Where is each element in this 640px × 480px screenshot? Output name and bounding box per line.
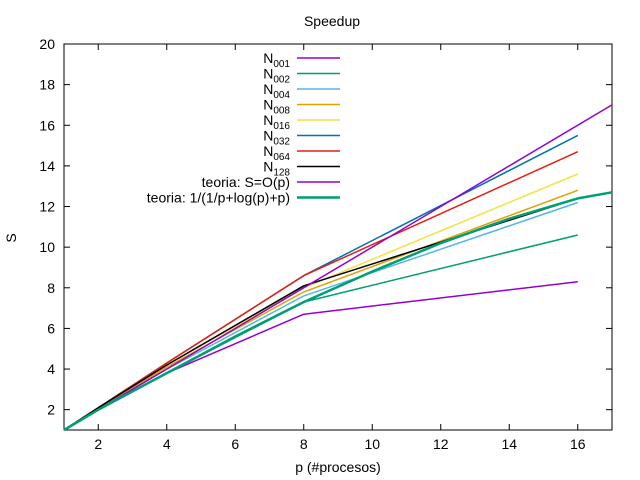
legend-label-3: N008: [263, 97, 290, 117]
y-tick-label: 6: [47, 320, 55, 336]
series-line-1: [63, 234, 578, 431]
series-line-0: [63, 280, 578, 431]
x-tick-label: 10: [364, 436, 380, 452]
legend-label-0: N001: [263, 50, 290, 70]
legend-label-2: N004: [263, 81, 290, 101]
legend-label-1: N002: [263, 66, 290, 86]
plot-frame: [63, 43, 613, 431]
legend-label-9: teoria: 1/(1/p+log(p)+p): [147, 190, 290, 206]
series-line-7: [63, 197, 579, 431]
y-tick-label: 14: [39, 158, 55, 174]
legend-label-5: N032: [263, 128, 290, 148]
series-line-3: [63, 189, 579, 431]
y-tick-label: 12: [39, 199, 55, 215]
y-tick-label: 8: [47, 280, 55, 296]
x-tick-label: 16: [570, 436, 586, 452]
y-tick-label: 2: [47, 402, 55, 418]
legend-label-8: teoria: S=O(p): [202, 174, 290, 190]
y-tick-label: 18: [39, 77, 55, 93]
axes: 2 4 6 8 10 12 14 16 2 4 6 8 10 12 14 16 18 20: [39, 36, 613, 452]
y-axis-label: S: [3, 233, 19, 242]
series-line-4: [63, 173, 579, 431]
x-tick-label: 8: [300, 436, 308, 452]
chart-title: Speedup: [304, 13, 360, 29]
x-tick-label: 6: [231, 436, 239, 452]
x-tick-label: 14: [501, 436, 517, 452]
x-tick-label: 2: [94, 436, 102, 452]
x-axis-label: p (#procesos): [295, 459, 381, 475]
series-line-9: [63, 191, 613, 432]
y-tick-label: 20: [39, 36, 55, 52]
y-tick-label: 10: [39, 239, 55, 255]
y-tick-label: 4: [47, 361, 55, 377]
series-line-8: [63, 104, 613, 431]
series-layer: [63, 104, 613, 432]
x-tick-label: 12: [433, 436, 449, 452]
legend-label-4: N016: [263, 112, 290, 132]
legend-label-6: N064: [263, 143, 290, 163]
legend: N001N002N004N008N016N032N064N128teoria: …: [147, 50, 340, 206]
series-line-2: [63, 201, 579, 431]
legend-label-7: N128: [263, 159, 290, 179]
x-tick-label: 4: [163, 436, 171, 452]
y-tick-label: 16: [39, 117, 55, 133]
